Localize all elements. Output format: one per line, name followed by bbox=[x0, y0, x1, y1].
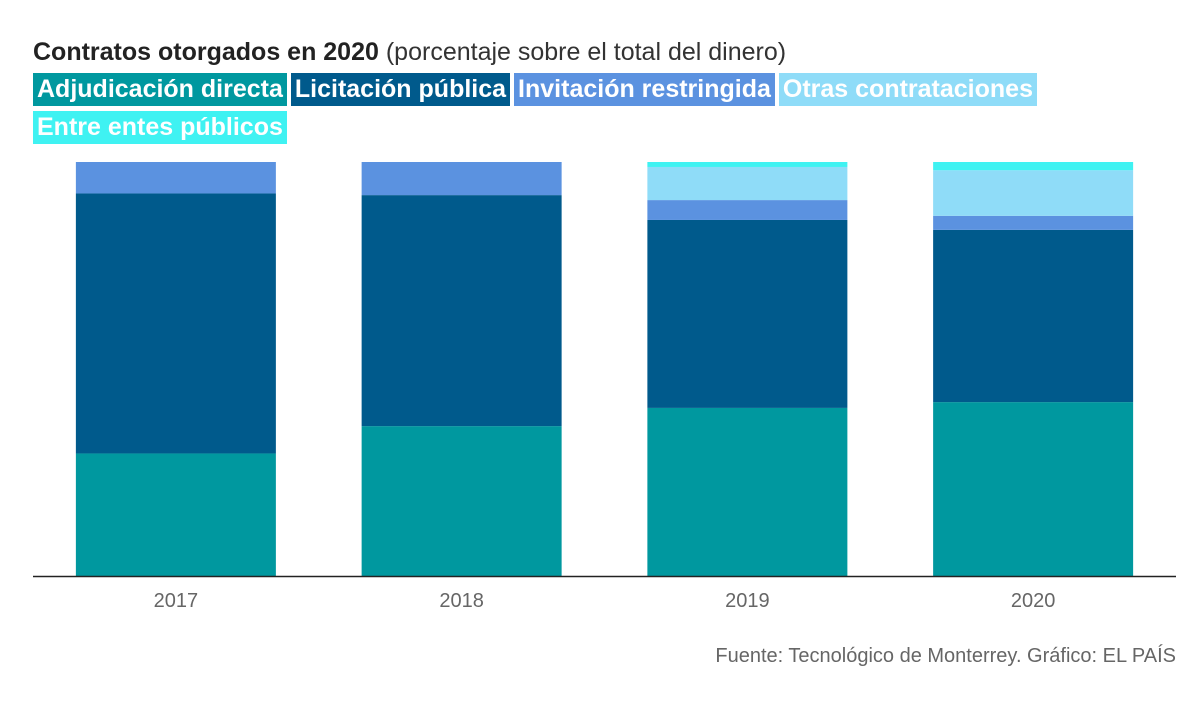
chart-title: Contratos otorgados en 2020 (porcentaje … bbox=[33, 38, 786, 67]
bar-2019-series-5 bbox=[647, 162, 848, 167]
legend-item-5: Entre entes públicos bbox=[33, 111, 287, 144]
bar-2018-series-1 bbox=[361, 426, 562, 576]
bar-2018-series-2 bbox=[361, 195, 562, 427]
x-tick-label: 2017 bbox=[154, 590, 199, 612]
legend-item-3: Invitación restringida bbox=[514, 73, 775, 106]
legend-item-4: Otras contrataciones bbox=[778, 73, 1037, 106]
bar-2020-series-5 bbox=[933, 162, 1134, 171]
bar-2020-series-4 bbox=[933, 170, 1134, 216]
chart-title-main: Contratos otorgados en 2020 bbox=[33, 38, 379, 66]
bar-2019-series-1 bbox=[647, 407, 848, 576]
x-tick-label: 2018 bbox=[439, 590, 484, 612]
legend: Adjudicación directa Licitación pública In… bbox=[33, 73, 1173, 149]
bar-2017-series-1 bbox=[75, 453, 276, 576]
x-tick-label: 2019 bbox=[725, 590, 770, 612]
chart-subtitle: (porcentaje sobre el total del dinero) bbox=[385, 38, 787, 66]
bar-2020-series-2 bbox=[933, 229, 1134, 403]
bar-2020-series-1 bbox=[933, 402, 1134, 576]
legend-item-2: Licitación pública bbox=[290, 73, 511, 106]
bar-2019-series-4 bbox=[647, 166, 848, 201]
legend-item-1: Adjudicación directa bbox=[33, 73, 287, 106]
bar-2019-series-2 bbox=[647, 219, 848, 408]
source-note: Fuente: Tecnológico de Monterrey. Gráfic… bbox=[715, 645, 1176, 667]
bar-2020-series-3 bbox=[933, 215, 1134, 230]
bar-2019-series-3 bbox=[647, 200, 848, 220]
x-tick-label: 2020 bbox=[1011, 590, 1056, 612]
bar-2018-series-3 bbox=[361, 162, 562, 196]
bar-2017-series-2 bbox=[75, 193, 276, 454]
bar-2017-series-3 bbox=[75, 162, 276, 194]
